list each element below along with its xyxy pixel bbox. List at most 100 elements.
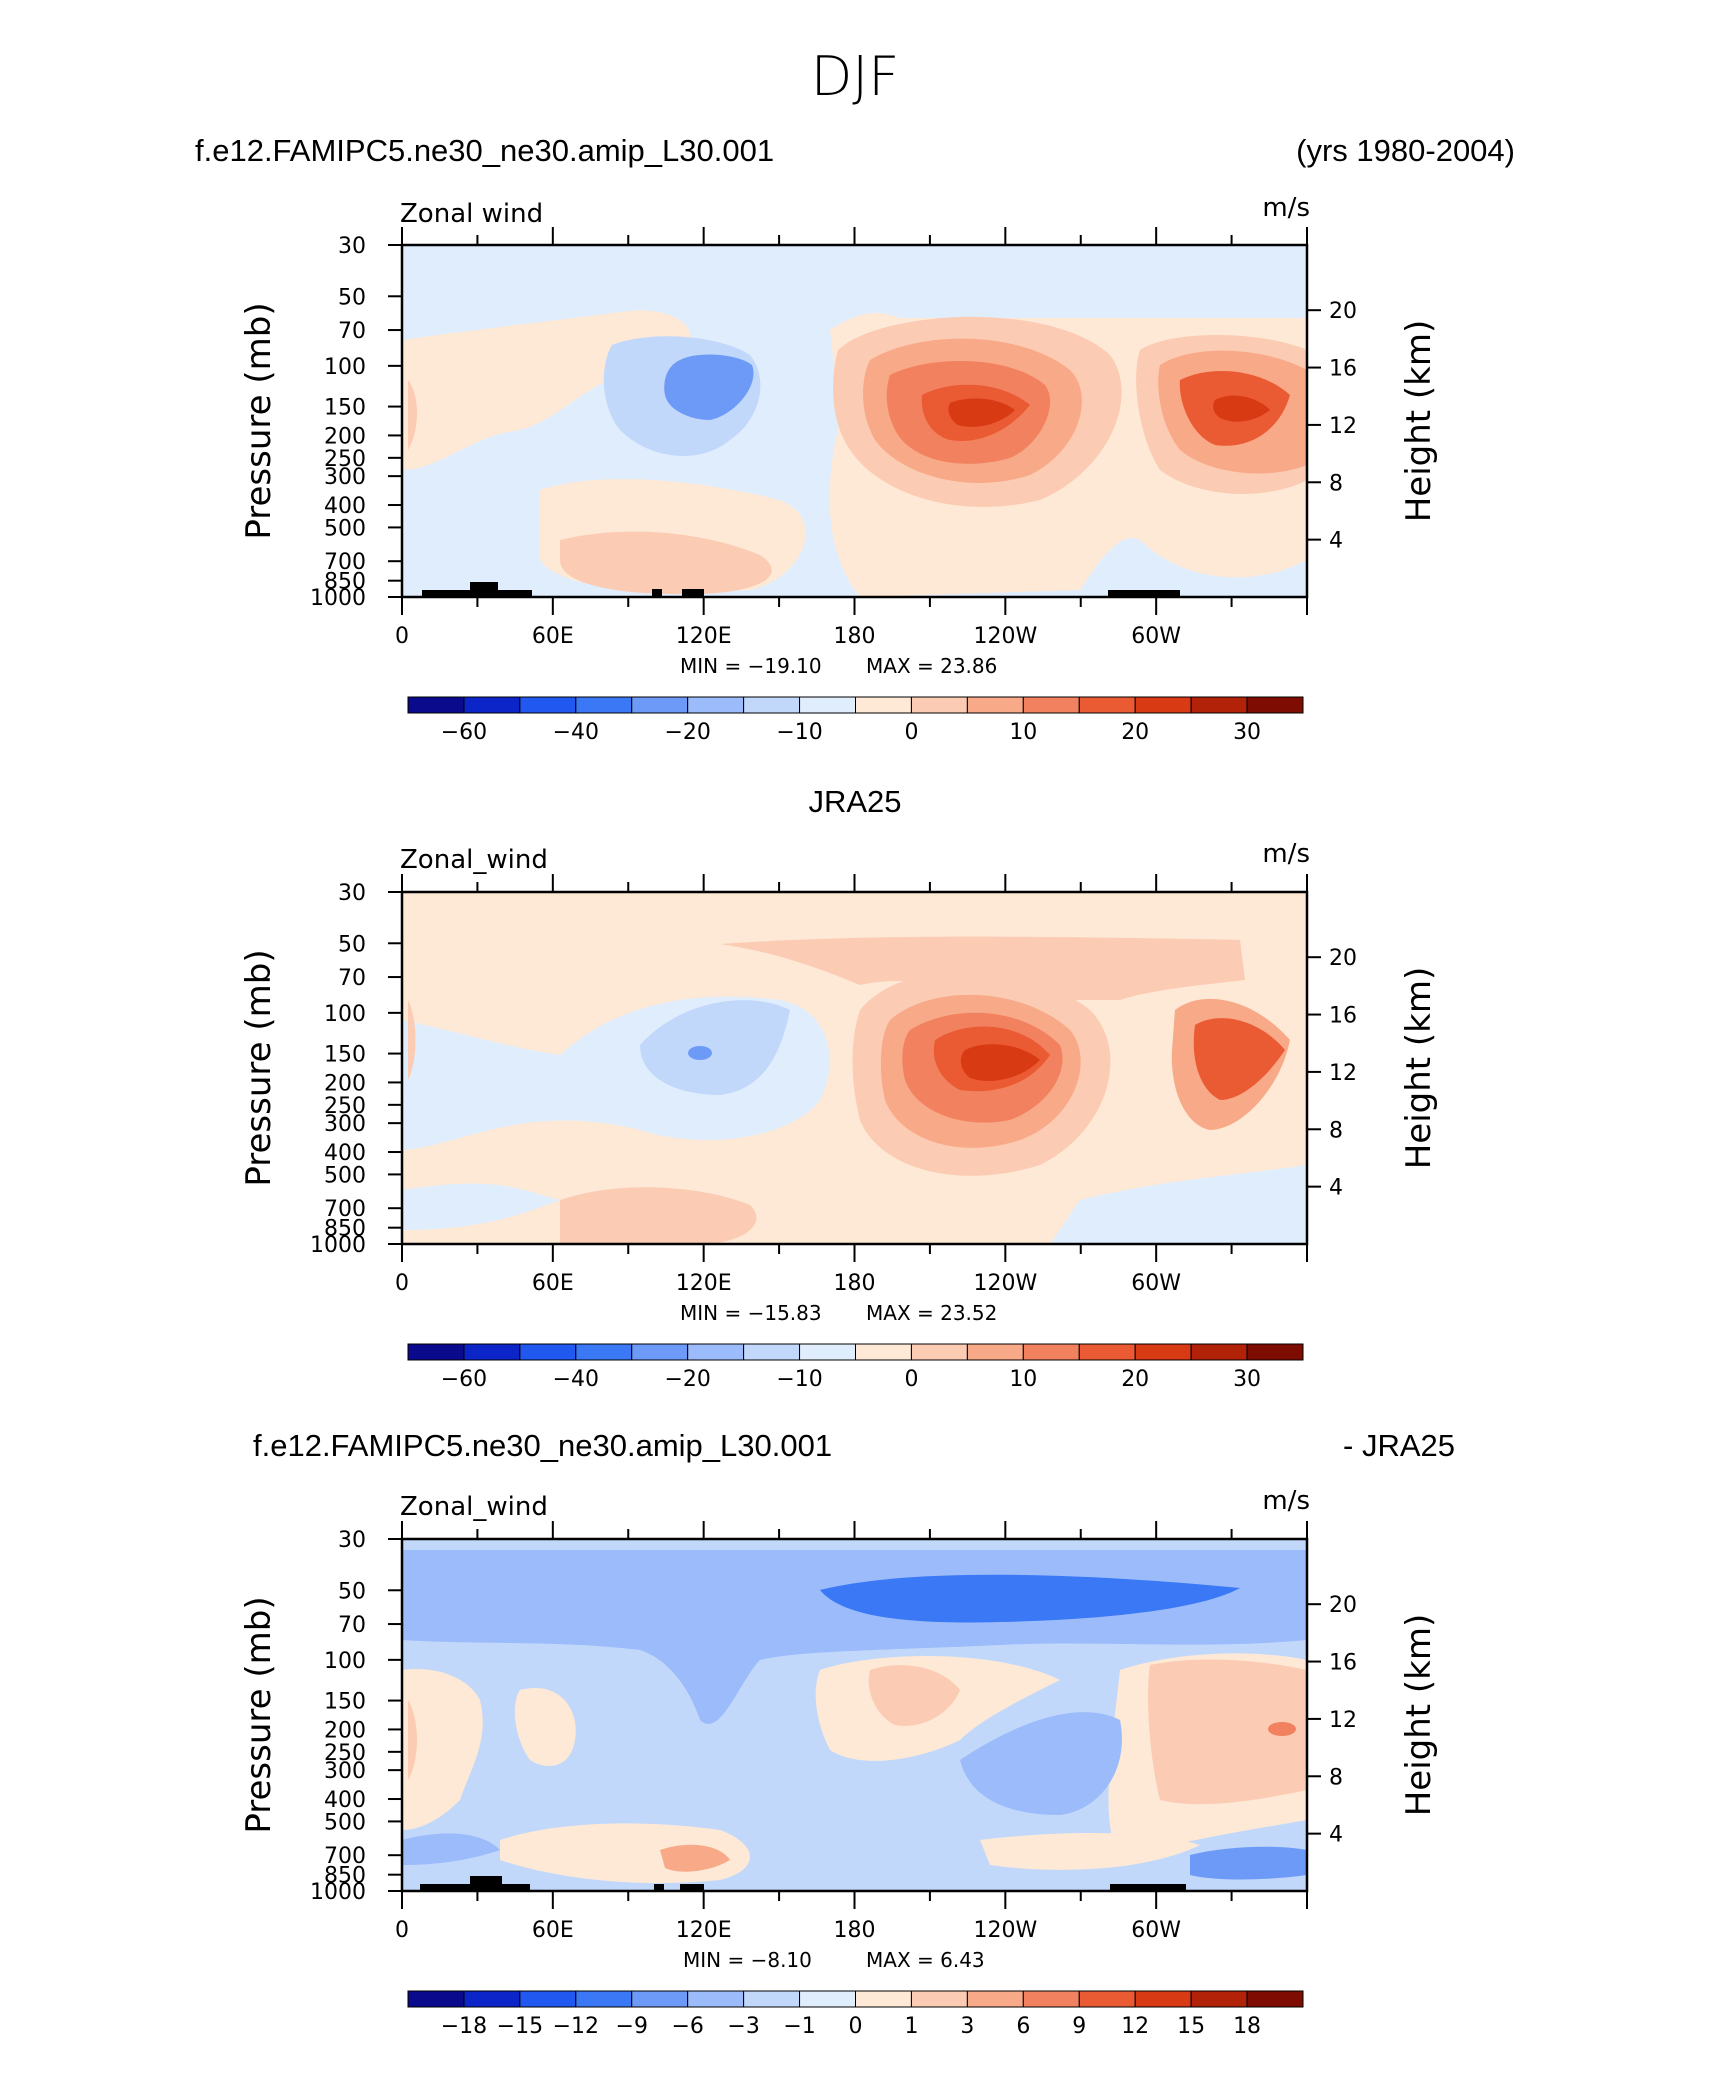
colorbar-label: 0 [904,1367,918,1392]
colorbar-label: −60 [441,1367,487,1392]
colorbar-label: −40 [553,720,599,745]
colorbar-swatch [1022,1343,1080,1361]
colorbar-swatch [631,1990,689,2008]
x-tick-label: 120E [676,624,732,649]
panel-reanalysis-header: JRA25 [808,784,901,819]
colorbar-label: −12 [553,2014,599,2039]
field-negative [960,1712,1122,1815]
colorbar-swatch [743,1990,801,2008]
field-positive [868,1665,960,1726]
y2-tick-label: 20 [1329,1593,1357,1618]
colorbar-swatch [1134,696,1192,714]
y-tick-label: 200 [324,1071,366,1096]
y-tick-label: 400 [324,494,366,519]
panel-reanalysis-min: MIN = −15.83 [680,1301,822,1325]
x-tick-label: 0 [395,1918,409,1943]
x-tick-label: 120E [676,1918,732,1943]
topography [422,582,1180,597]
colorbar-label: 9 [1072,2014,1086,2039]
y2-tick-label: 8 [1329,1765,1343,1790]
field-jet-core [1213,395,1270,422]
panel-difference-axes: 3050701001502002503004005007008501000Pre… [239,1521,1439,1943]
y-tick-label: 400 [324,1788,366,1813]
colorbar-swatch [1190,1343,1248,1361]
colorbar-swatch [687,696,745,714]
y2-tick-label: 12 [1329,414,1357,439]
y-tick-label: 30 [338,234,366,259]
colorbar-label: 10 [1009,1367,1037,1392]
y-tick-label: 200 [324,424,366,449]
panel-model-header-right: (yrs 1980-2004) [1296,133,1515,168]
colorbar-swatch [910,1990,968,2008]
y2-tick-label: 16 [1329,1651,1357,1676]
panel-difference: f.e12.FAMIPC5.ne30_ne30.amip_L30.001 - J… [239,1428,1455,2039]
field-easterly [402,1183,560,1230]
y-tick-label: 250 [324,447,366,472]
y-axis-label: Pressure (mb) [239,302,279,539]
y-tick-label: 1000 [310,1880,366,1905]
x-tick-label: 180 [834,624,876,649]
colorbar-label: 12 [1121,2014,1149,2039]
field-lower-positive [660,1844,730,1872]
y-tick-label: 850 [324,1864,366,1889]
colorbar-label: −15 [497,2014,543,2039]
y2-tick-label: 4 [1329,1823,1343,1848]
panel-reanalysis-units: m/s [1262,839,1310,869]
y2-tick-label: 12 [1329,1708,1357,1733]
colorbar-label: 3 [960,2014,974,2039]
x-tick-label: 60E [532,1271,574,1296]
y2-tick-label: 20 [1329,299,1357,324]
panel-model-max: MAX = 23.86 [866,654,997,678]
y2-tick-label: 8 [1329,471,1343,496]
colorbar-label: −20 [664,720,710,745]
colorbar-label: 10 [1009,720,1037,745]
panel-difference-variable: Zonal_wind [400,1492,548,1522]
colorbar-label: 30 [1233,1367,1261,1392]
field-positive [514,1688,576,1766]
panel-difference-header-left: f.e12.FAMIPC5.ne30_ne30.amip_L30.001 [253,1428,832,1463]
colorbar-swatch [1246,1990,1304,2008]
colorbar-swatch [799,696,856,714]
y-tick-label: 30 [338,1528,366,1553]
colorbar-swatch [855,1343,912,1361]
field-weak-westerly [560,531,772,595]
y-tick-label: 850 [324,570,366,595]
colorbar-label: 30 [1233,720,1261,745]
colorbar-swatch [1022,696,1080,714]
colorbar-swatch [910,696,968,714]
panel-difference-units: m/s [1262,1486,1310,1516]
y-tick-label: 150 [324,1690,366,1715]
panel-reanalysis-max: MAX = 23.52 [866,1301,997,1325]
colorbar-label: 6 [1016,2014,1030,2039]
colorbar-label: 20 [1121,1367,1149,1392]
x-tick-label: 0 [395,1271,409,1296]
colorbar-label: −3 [727,2014,759,2039]
colorbar-swatch [910,1343,968,1361]
panel-reanalysis-field [402,892,1307,1244]
y-tick-label: 500 [324,1163,366,1188]
colorbar-label: 15 [1177,2014,1205,2039]
panel-model-header-left: f.e12.FAMIPC5.ne30_ne30.amip_L30.001 [195,133,774,168]
field-west-edge-jet [408,1000,416,1080]
colorbar-swatch [1246,1343,1304,1361]
y2-axis-label: Height (km) [1399,320,1439,523]
y-tick-label: 30 [338,881,366,906]
colorbar-swatch [463,1990,521,2008]
colorbar-label: 20 [1121,720,1149,745]
field-easterly-core [688,1046,712,1060]
colorbar-swatch [799,1343,856,1361]
y-tick-label: 500 [324,516,366,541]
colorbar-swatch [407,1343,465,1361]
y-tick-label: 150 [324,396,366,421]
field-easterly-core [640,1000,790,1095]
panel-reanalysis-axes: 3050701001502002503004005007008501000Pre… [239,874,1439,1296]
y2-tick-label: 16 [1329,1004,1357,1029]
colorbar-swatch [519,1990,577,2008]
colorbar-swatch [463,696,521,714]
x-tick-label: 120E [676,1271,732,1296]
colorbar-label: 1 [904,2014,918,2039]
colorbar-swatch [687,1343,745,1361]
colorbar-swatch [799,1990,856,2008]
y-tick-label: 700 [324,550,366,575]
